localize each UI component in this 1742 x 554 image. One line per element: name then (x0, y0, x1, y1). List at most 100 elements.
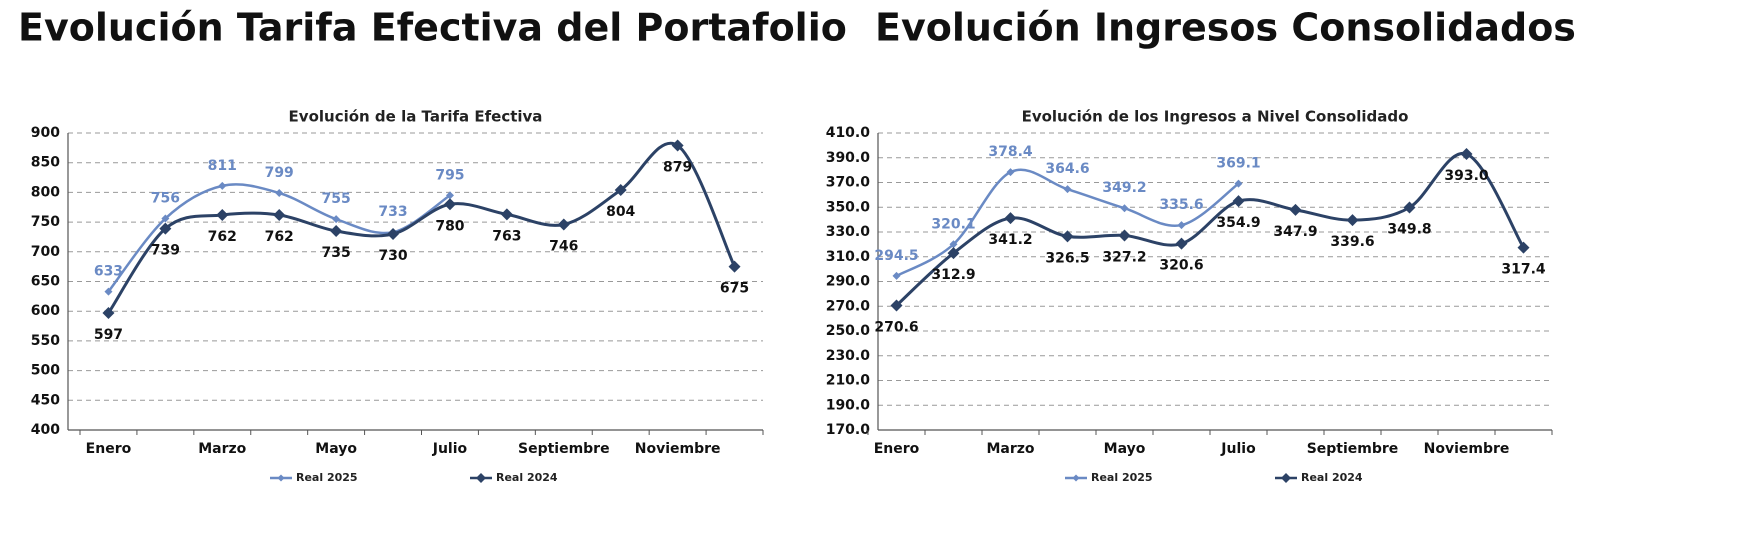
data-point (332, 215, 341, 224)
legend-label: Real 2024 (496, 471, 558, 484)
x-tick-label: Septiembre (518, 441, 610, 457)
y-tick-label: 850 (31, 155, 60, 171)
data-point (728, 260, 741, 273)
data-point (1004, 212, 1017, 225)
y-tick-label: 230.0 (826, 348, 871, 364)
data-point (1120, 204, 1129, 213)
data-point (216, 208, 229, 221)
y-tick-label: 250.0 (826, 323, 871, 339)
data-point (614, 184, 627, 197)
y-tick-label: 390.0 (826, 150, 871, 166)
data-label: 597 (94, 327, 123, 343)
data-label: 320.1 (931, 216, 975, 232)
y-tick-label: 190.0 (826, 397, 871, 413)
chart: Evolución Tarifa Efectiva del Portafolio… (18, 6, 847, 485)
chart: Evolución Ingresos Consolidados Evolución… (826, 6, 1576, 485)
data-label: 730 (378, 248, 407, 264)
data-point (1063, 185, 1072, 194)
data-point (1517, 241, 1530, 254)
data-point (892, 271, 901, 280)
x-tick-label: Enero (874, 441, 920, 457)
y-tick-label: 550 (31, 333, 60, 349)
data-label: 339.6 (1330, 234, 1374, 250)
data-point (1006, 168, 1015, 177)
y-tick-label: 270.0 (826, 298, 871, 314)
data-point (218, 181, 227, 190)
data-label: 364.6 (1045, 161, 1089, 177)
data-point (1346, 214, 1359, 227)
data-point (1232, 195, 1245, 208)
data-point (330, 225, 343, 238)
data-point (1175, 237, 1188, 250)
data-point (1460, 148, 1473, 161)
x-tick-label: Julio (1220, 441, 1256, 457)
data-point (1289, 203, 1302, 216)
y-tick-label: 450 (31, 392, 60, 408)
x-tick-label: Noviembre (635, 441, 721, 457)
data-label: 675 (720, 281, 749, 297)
data-label: 762 (208, 229, 237, 245)
data-label: 795 (435, 167, 464, 183)
x-tick-label: Enero (86, 441, 132, 457)
data-point (557, 218, 570, 231)
data-label: 326.5 (1045, 250, 1089, 266)
x-tick-label: Mayo (1104, 441, 1146, 457)
data-point (159, 222, 172, 235)
y-tick-label: 210.0 (826, 373, 871, 389)
x-tick-label: Marzo (198, 441, 246, 457)
y-tick-label: 500 (31, 363, 60, 379)
data-point (273, 208, 286, 221)
data-label: 335.6 (1159, 197, 1203, 213)
data-label: 347.9 (1273, 224, 1317, 240)
y-tick-label: 400 (31, 422, 60, 438)
data-point (949, 240, 958, 249)
chart-title: Evolución de los Ingresos a Nivel Consol… (1022, 108, 1409, 126)
series-line (107, 141, 736, 314)
data-label: 879 (663, 159, 692, 175)
data-point (1234, 179, 1243, 188)
data-point (947, 247, 960, 260)
page-heading: Evolución Ingresos Consolidados (875, 6, 1576, 50)
data-label: 733 (378, 204, 407, 220)
data-point (161, 214, 170, 223)
data-label: 369.1 (1216, 156, 1260, 172)
x-tick-label: Marzo (986, 441, 1034, 457)
data-label: 378.4 (988, 144, 1033, 160)
y-tick-label: 170.0 (826, 422, 871, 438)
data-label: 327.2 (1102, 249, 1146, 265)
data-label: 763 (492, 228, 521, 244)
y-tick-label: 650 (31, 274, 60, 290)
data-point (104, 287, 113, 296)
data-point (890, 299, 903, 312)
data-label: 799 (265, 165, 294, 181)
data-label: 739 (151, 243, 180, 259)
data-label: 804 (606, 204, 635, 220)
chart-title: Evolución de la Tarifa Efectiva (289, 108, 543, 126)
legend-label: Real 2024 (1301, 471, 1363, 484)
data-label: 317.4 (1501, 262, 1546, 278)
legend-label: Real 2025 (296, 471, 358, 484)
x-tick-label: Julio (432, 441, 468, 457)
legend-label: Real 2025 (1091, 471, 1153, 484)
legend-marker (1072, 474, 1080, 482)
y-tick-label: 600 (31, 303, 60, 319)
y-tick-label: 350.0 (826, 199, 871, 215)
legend-marker (476, 473, 486, 483)
y-tick-label: 330.0 (826, 224, 871, 240)
data-label: 341.2 (988, 232, 1032, 248)
data-label: 270.6 (874, 320, 918, 336)
page-heading: Evolución Tarifa Efectiva del Portafolio (18, 6, 847, 50)
data-label: 755 (322, 191, 351, 207)
data-point (445, 191, 454, 200)
data-label: 633 (94, 264, 123, 280)
data-label: 811 (208, 158, 237, 174)
data-point (671, 139, 684, 152)
y-tick-label: 290.0 (826, 274, 871, 290)
y-tick-label: 900 (31, 125, 60, 141)
y-tick-label: 410.0 (826, 125, 871, 141)
legend-marker (1281, 473, 1291, 483)
data-point (1061, 230, 1074, 243)
data-label: 349.8 (1387, 221, 1431, 237)
x-tick-label: Noviembre (1424, 441, 1510, 457)
data-label: 393.0 (1444, 168, 1489, 184)
